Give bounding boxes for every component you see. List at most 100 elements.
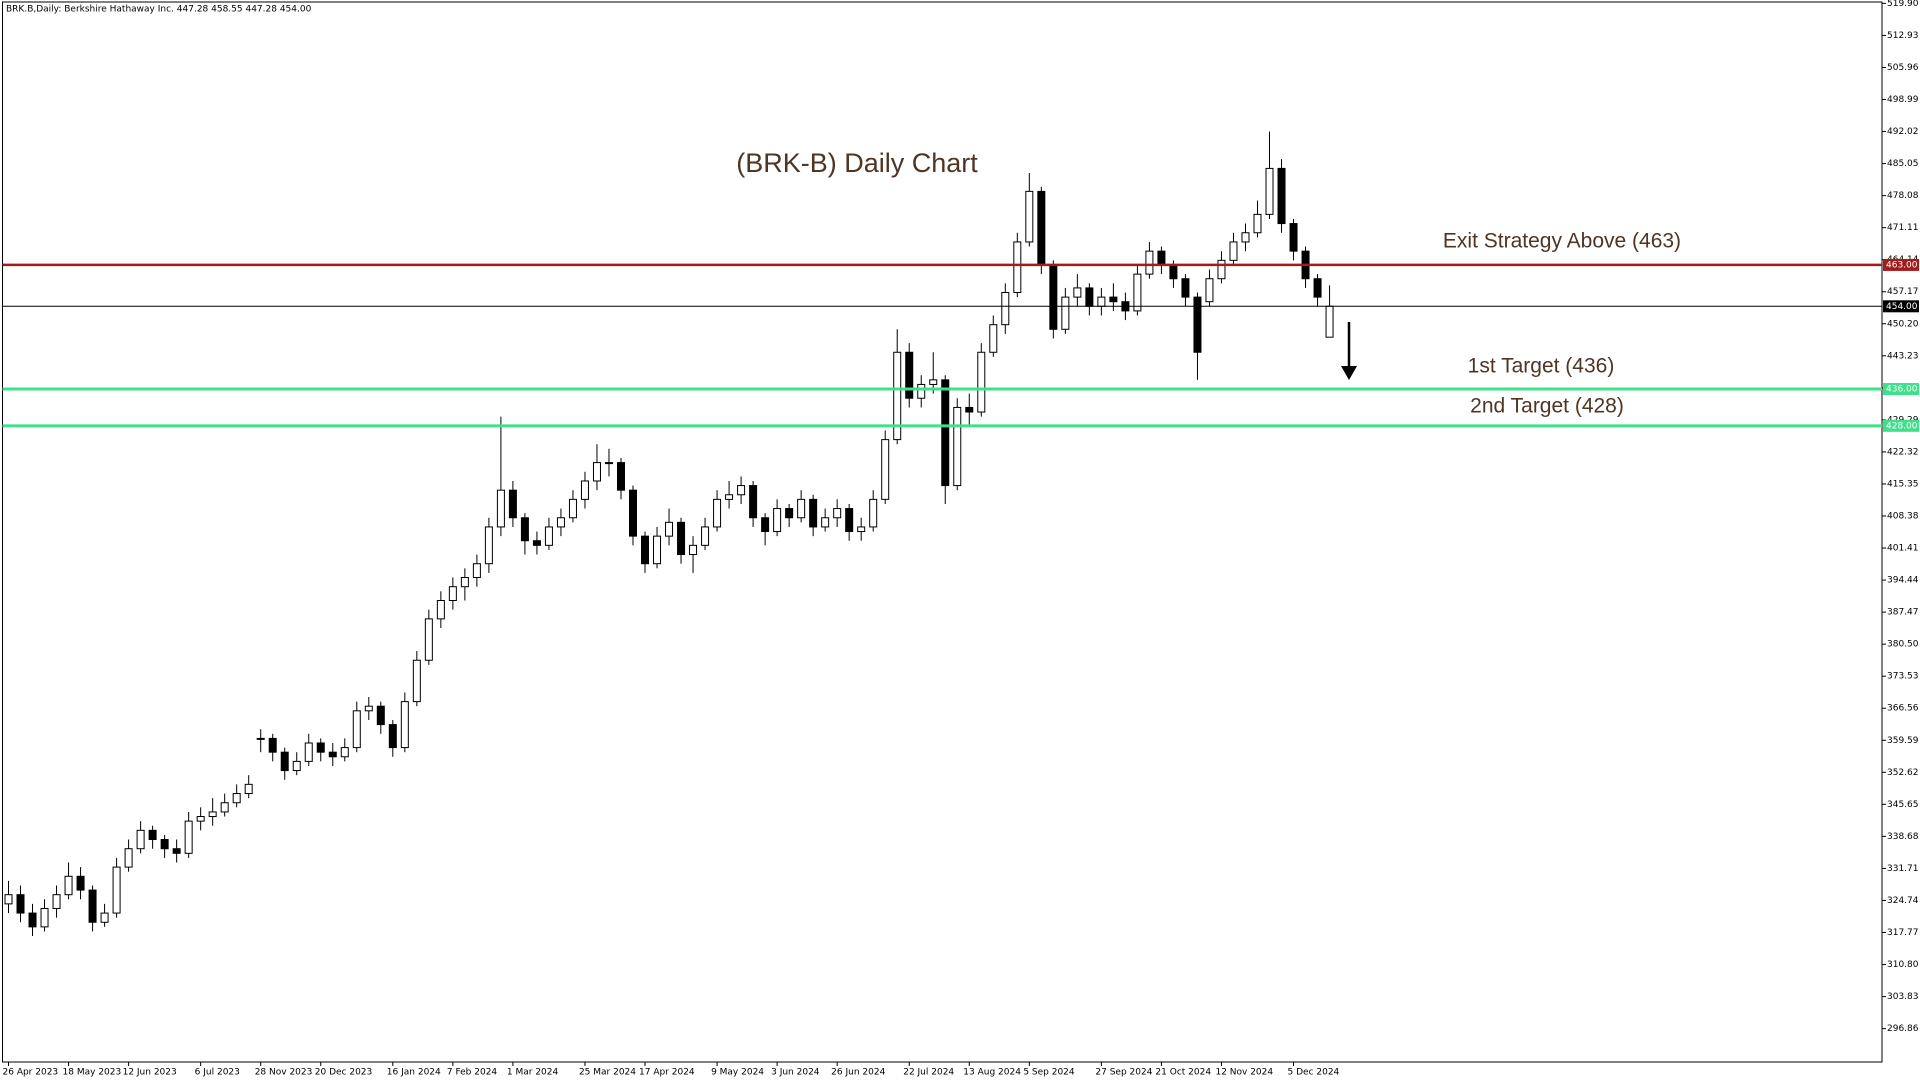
candle-body	[316, 742, 325, 753]
candle-body	[893, 351, 902, 441]
candle-body	[1313, 278, 1322, 298]
candle-body	[52, 894, 61, 909]
x-tick-label: 26 Jun 2024	[831, 1068, 885, 1078]
candle-body	[1181, 278, 1190, 298]
x-tick-label: 20 Dec 2023	[315, 1068, 373, 1078]
candle-body	[148, 829, 157, 841]
candle-body	[833, 508, 842, 519]
candle-body	[701, 526, 710, 546]
y-tick-label: 303.83	[1887, 992, 1919, 1002]
candle-body	[472, 563, 481, 579]
candle-body	[604, 462, 613, 465]
x-tick-label: 25 Mar 2024	[579, 1068, 636, 1078]
x-tick-label: 12 Jun 2023	[123, 1068, 177, 1078]
candle-body	[88, 889, 97, 923]
candle-body	[869, 498, 878, 528]
candle-body	[100, 912, 109, 923]
candle-body	[1097, 296, 1106, 307]
candle-body	[989, 324, 998, 353]
level-label: 454.00	[1886, 302, 1918, 312]
candle-body	[773, 508, 782, 533]
annotation: 2nd Target (428)	[1470, 395, 1624, 418]
candle-body	[953, 406, 962, 487]
annotation: 1st Target (436)	[1468, 355, 1615, 378]
y-tick-label: 380.50	[1887, 640, 1919, 650]
y-tick-label: 498.99	[1887, 95, 1919, 105]
candle-body	[580, 480, 589, 500]
candle-body	[40, 907, 49, 928]
candle-body	[1229, 241, 1238, 261]
candle-body	[508, 489, 517, 519]
candle-body	[845, 508, 854, 533]
candle-body	[1241, 232, 1250, 243]
y-tick-label: 359.59	[1887, 736, 1919, 746]
candle-body	[797, 498, 806, 519]
x-tick-label: 13 Aug 2024	[963, 1068, 1021, 1078]
candle-body	[713, 498, 722, 528]
level-label: 463.00	[1886, 260, 1918, 270]
y-tick-label: 401.41	[1887, 544, 1919, 554]
y-tick-label: 373.53	[1887, 672, 1919, 682]
candle-body	[556, 517, 565, 528]
candle-body	[1277, 167, 1286, 225]
level-label-box	[1883, 383, 1919, 396]
y-tick-label: 366.56	[1887, 704, 1919, 714]
y-tick-label: 505.96	[1887, 63, 1919, 73]
candle-body	[232, 793, 241, 804]
candle-body	[28, 912, 37, 928]
x-tick-label: 21 Oct 2024	[1155, 1068, 1211, 1078]
x-tick-label: 5 Sep 2024	[1023, 1068, 1075, 1078]
plot-frame	[2, 1, 1883, 1063]
candle-body	[941, 379, 950, 487]
level-label: 428.00	[1886, 421, 1918, 431]
y-tick-label: 478.08	[1887, 191, 1919, 201]
candle-body	[304, 742, 313, 762]
candle-body	[328, 751, 337, 758]
y-tick-label: 394.44	[1887, 576, 1919, 586]
candle-body	[460, 577, 469, 588]
chart-title: (BRK-B) Daily Chart	[736, 148, 978, 178]
y-tick-label: 345.65	[1887, 800, 1919, 810]
x-tick-label: 28 Nov 2023	[255, 1068, 313, 1078]
candle-body	[76, 875, 85, 891]
candle-body	[809, 498, 818, 528]
x-tick-label: 27 Sep 2024	[1095, 1068, 1152, 1078]
x-tick-label: 9 May 2024	[711, 1068, 764, 1078]
y-tick-label: 310.80	[1887, 960, 1919, 970]
candle-body	[929, 379, 938, 385]
candle-body	[520, 517, 529, 542]
candle-body	[821, 517, 830, 528]
y-tick-label: 512.93	[1887, 31, 1919, 41]
candle-body	[136, 829, 145, 850]
candle-body	[436, 599, 445, 620]
candle-body	[785, 508, 794, 519]
candle-body	[641, 535, 650, 565]
candle-body	[725, 494, 734, 500]
candle-body	[124, 848, 133, 868]
candle-body	[220, 802, 229, 813]
candle-body	[1109, 296, 1118, 303]
candle-body	[268, 737, 277, 753]
y-tick-label: 443.23	[1887, 351, 1919, 361]
candle-body	[484, 526, 493, 565]
candle-body	[244, 783, 253, 795]
candle-body	[1085, 287, 1094, 307]
candle-body	[1169, 264, 1178, 280]
candle-body	[592, 462, 601, 482]
candle-body	[1325, 305, 1334, 338]
y-tick-label: 387.47	[1887, 608, 1919, 618]
candle-body	[857, 526, 866, 533]
candle-body	[388, 724, 397, 749]
y-tick-label: 422.32	[1887, 447, 1919, 457]
x-tick-label: 1 Mar 2024	[507, 1068, 559, 1078]
candle-body	[568, 498, 577, 519]
candle-body	[376, 705, 385, 726]
x-tick-label: 17 Apr 2024	[639, 1068, 695, 1078]
level-label-box	[1883, 258, 1919, 271]
down-arrow-head	[1341, 366, 1357, 380]
candle-body	[1013, 241, 1022, 294]
candle-body	[1145, 250, 1154, 275]
x-tick-label: 22 Jul 2024	[903, 1068, 954, 1078]
candle-body	[1061, 296, 1070, 330]
